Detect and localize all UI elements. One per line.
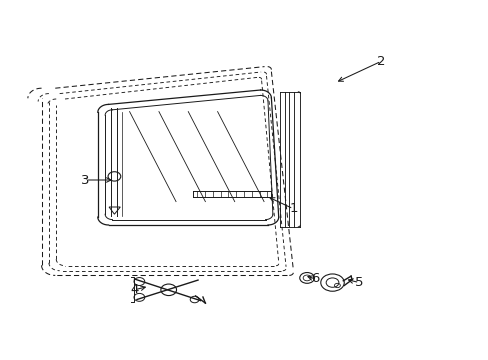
Text: 3: 3: [81, 174, 90, 186]
Text: 2: 2: [376, 55, 385, 68]
Text: 4: 4: [130, 283, 139, 296]
Text: 1: 1: [288, 202, 297, 215]
Text: 6: 6: [310, 273, 319, 285]
Text: 5: 5: [354, 276, 363, 289]
